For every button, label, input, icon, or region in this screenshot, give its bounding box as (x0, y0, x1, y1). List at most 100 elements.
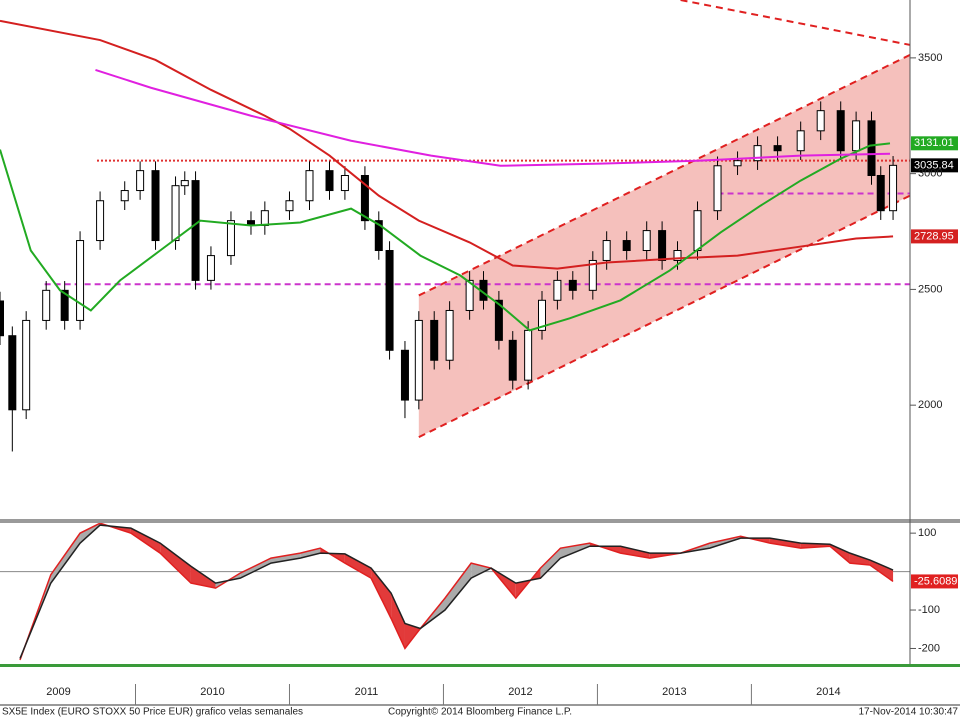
candle-body (180, 180, 189, 187)
macd-fill (240, 558, 271, 579)
macd-panel (0, 522, 910, 661)
candle-body (713, 165, 722, 212)
candle-body (796, 130, 805, 152)
candle-body (524, 329, 533, 381)
value-label-box (911, 574, 958, 589)
footer-title: SX5E Index (EURO STOXX 50 Price EUR) gra… (2, 707, 303, 718)
candle-body (285, 200, 294, 212)
candle-body (693, 210, 702, 252)
candle-body (753, 145, 762, 162)
candle-body (325, 170, 334, 192)
candle-body (836, 110, 845, 152)
macd-fill (849, 553, 870, 566)
candle-body (773, 145, 782, 152)
candle-body (374, 220, 383, 252)
candle-body (191, 180, 200, 281)
macd-fill (444, 563, 472, 611)
macd-fill (391, 593, 405, 649)
macd-fill (769, 538, 801, 549)
macd-line (19, 524, 894, 659)
candle-body (622, 240, 631, 252)
candle-body (96, 200, 105, 242)
candle-body (340, 174, 349, 192)
macd-fill (300, 548, 321, 559)
macd-fill (869, 560, 894, 582)
value-label-box (911, 158, 958, 173)
candle-body (42, 289, 51, 321)
y-tick-label: 2500 (918, 283, 942, 295)
candle-body (568, 279, 577, 291)
candle-body (588, 259, 597, 291)
candle-body (733, 160, 742, 167)
y-tick-label: 2000 (918, 399, 942, 411)
candle-body (414, 319, 423, 401)
x-tick-label: 2013 (662, 686, 686, 698)
candle-body (430, 319, 439, 361)
candle-body (494, 299, 503, 341)
candle-body (508, 339, 517, 381)
y-tick-label: -200 (918, 642, 940, 654)
x-axis-top (0, 664, 960, 667)
trend-line (680, 0, 910, 46)
y-tick-label: -100 (918, 604, 940, 616)
candle-body (305, 170, 314, 202)
candle-body (445, 309, 454, 361)
macd-fill (270, 553, 301, 564)
candle-body (867, 120, 876, 176)
y-tick-label: 3000 (918, 168, 942, 180)
footer-timestamp: 17-Nov-2014 10:30:47 (858, 707, 958, 718)
price-panel (0, 0, 910, 452)
candle-body (76, 240, 85, 321)
candle-body (673, 250, 682, 261)
candle-body (22, 319, 31, 411)
candle-body (120, 190, 129, 202)
candle-body (360, 174, 369, 222)
moving-average-line (0, 142, 891, 332)
x-tick-label: 2011 (355, 686, 379, 698)
value-label: 2728.95 (914, 230, 954, 242)
macd-fill (620, 546, 650, 559)
candle-body (465, 279, 474, 311)
macd-fill (344, 553, 372, 579)
value-label: -25.6089 (914, 575, 957, 587)
value-label: 3131.01 (914, 137, 954, 149)
moving-average-line (0, 19, 894, 270)
x-tick-label: 2010 (200, 686, 224, 698)
candle-body (171, 185, 180, 242)
macd-fill (371, 568, 392, 619)
footer-copyright: Copyright© 2014 Bloomberg Finance L.P. (388, 707, 572, 718)
candle-body (889, 164, 898, 212)
candle-body (553, 279, 562, 301)
macd-fill (160, 543, 191, 584)
value-label-box (911, 136, 958, 151)
y-tick-label: 100 (918, 527, 936, 539)
channel-line (418, 194, 910, 439)
candle-body (0, 300, 4, 337)
macd-fill (190, 566, 216, 589)
candle-body (642, 230, 651, 252)
candle-body (226, 220, 235, 257)
candle-body (400, 349, 409, 401)
x-tick-label: 2014 (816, 686, 840, 698)
candle-body (60, 289, 69, 321)
candle-body (385, 250, 394, 351)
candle-body (816, 110, 825, 132)
candle-body (658, 230, 667, 261)
macd-fill (404, 623, 421, 649)
candle-body (206, 255, 215, 281)
panel-divider (0, 519, 960, 523)
candle-body (537, 299, 546, 331)
candle-body (8, 335, 17, 411)
macd-fill (50, 533, 81, 584)
y-tick-label: 3500 (918, 52, 942, 64)
moving-average-line (95, 68, 891, 167)
candle-body (136, 170, 145, 192)
candle-body (151, 170, 160, 242)
candle-body (602, 240, 611, 261)
candle-body (876, 174, 885, 212)
x-tick-label: 2009 (46, 686, 70, 698)
value-label-box (911, 229, 958, 244)
candle-body (852, 120, 861, 152)
